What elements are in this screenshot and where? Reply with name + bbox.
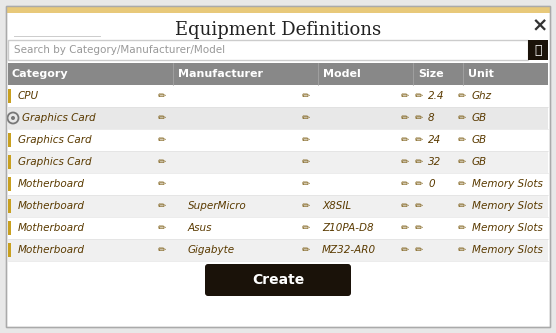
Text: 8: 8	[428, 113, 435, 123]
Text: ✏: ✏	[158, 245, 166, 255]
Text: ✏: ✏	[302, 179, 310, 189]
Text: ✏: ✏	[401, 135, 409, 145]
Bar	[8, 63, 548, 85]
Bar	[8, 129, 548, 151]
Text: Motherboard: Motherboard	[18, 179, 85, 189]
Text: Motherboard: Motherboard	[18, 223, 85, 233]
Text: ✏: ✏	[302, 91, 310, 101]
Text: X8SIL: X8SIL	[322, 201, 351, 211]
Bar	[6, 6, 550, 13]
Text: ✏: ✏	[458, 201, 466, 211]
Text: Memory Slots: Memory Slots	[472, 201, 543, 211]
Text: Motherboard: Motherboard	[18, 201, 85, 211]
Text: ✏: ✏	[458, 157, 466, 167]
Text: ✏: ✏	[158, 201, 166, 211]
Bar	[8, 195, 548, 217]
Text: ✏: ✏	[401, 157, 409, 167]
Bar	[8, 155, 11, 169]
Text: 2.4: 2.4	[428, 91, 444, 101]
Bar	[8, 151, 548, 173]
Text: Size: Size	[418, 69, 444, 79]
Bar	[8, 239, 548, 261]
Bar	[8, 40, 528, 60]
Text: ✏: ✏	[302, 113, 310, 123]
Bar	[8, 221, 11, 235]
Text: ✏: ✏	[415, 179, 423, 189]
Bar	[8, 89, 11, 103]
Bar	[528, 40, 548, 60]
Text: ✏: ✏	[302, 245, 310, 255]
Text: Unit: Unit	[468, 69, 494, 79]
Text: ✏: ✏	[401, 113, 409, 123]
Text: ✏: ✏	[458, 245, 466, 255]
Text: GB: GB	[472, 157, 487, 167]
Text: GB: GB	[472, 135, 487, 145]
Text: Search by Category/Manufacturer/Model: Search by Category/Manufacturer/Model	[14, 45, 225, 55]
Text: Z10PA-D8: Z10PA-D8	[322, 223, 374, 233]
Text: 32: 32	[428, 157, 441, 167]
Text: ✏: ✏	[458, 179, 466, 189]
Text: ✏: ✏	[302, 201, 310, 211]
Text: ✏: ✏	[415, 223, 423, 233]
Text: ✏: ✏	[158, 223, 166, 233]
Text: ✏: ✏	[401, 91, 409, 101]
Bar	[8, 107, 548, 129]
Text: ✏: ✏	[415, 113, 423, 123]
Text: ✏: ✏	[401, 179, 409, 189]
Text: ✏: ✏	[401, 245, 409, 255]
Text: ✏: ✏	[158, 135, 166, 145]
Text: ✏: ✏	[458, 91, 466, 101]
Bar	[8, 177, 11, 191]
Text: ✏: ✏	[302, 135, 310, 145]
Text: ⌕: ⌕	[534, 44, 542, 57]
Text: Motherboard: Motherboard	[18, 245, 85, 255]
Text: ✏: ✏	[158, 157, 166, 167]
Circle shape	[11, 116, 15, 120]
Bar	[8, 173, 548, 195]
Text: ✏: ✏	[158, 91, 166, 101]
Bar	[8, 199, 11, 213]
Text: ✏: ✏	[401, 223, 409, 233]
Text: ✏: ✏	[458, 113, 466, 123]
Text: CPU: CPU	[18, 91, 39, 101]
Text: Memory Slots: Memory Slots	[472, 245, 543, 255]
Text: ✏: ✏	[415, 157, 423, 167]
Text: ✏: ✏	[415, 91, 423, 101]
Bar	[8, 243, 11, 257]
Text: Ghz: Ghz	[472, 91, 492, 101]
Text: ✏: ✏	[415, 245, 423, 255]
Text: Graphics Card: Graphics Card	[22, 113, 96, 123]
Text: ✏: ✏	[158, 179, 166, 189]
Text: ✏: ✏	[302, 223, 310, 233]
Text: ✏: ✏	[458, 135, 466, 145]
Text: Manufacturer: Manufacturer	[178, 69, 263, 79]
Bar	[8, 85, 548, 107]
Text: ✏: ✏	[302, 157, 310, 167]
Text: Asus: Asus	[188, 223, 212, 233]
Text: Graphics Card: Graphics Card	[18, 157, 92, 167]
Text: ✏: ✏	[458, 223, 466, 233]
Text: 24: 24	[428, 135, 441, 145]
Text: Gigabyte: Gigabyte	[188, 245, 235, 255]
Text: Memory Slots: Memory Slots	[472, 179, 543, 189]
FancyBboxPatch shape	[205, 264, 351, 296]
Text: 0: 0	[428, 179, 435, 189]
Text: Memory Slots: Memory Slots	[472, 223, 543, 233]
Text: ×: ×	[532, 17, 548, 36]
Text: ✏: ✏	[415, 201, 423, 211]
Text: Graphics Card: Graphics Card	[18, 135, 92, 145]
Text: ✏: ✏	[415, 135, 423, 145]
Text: ✏: ✏	[401, 201, 409, 211]
Text: GB: GB	[472, 113, 487, 123]
Text: Create: Create	[252, 273, 304, 287]
Bar	[8, 133, 11, 147]
Text: ✏: ✏	[158, 113, 166, 123]
Text: Equipment Definitions: Equipment Definitions	[175, 21, 381, 39]
Text: SuperMicro: SuperMicro	[188, 201, 247, 211]
Text: Model: Model	[323, 69, 361, 79]
Text: MZ32-AR0: MZ32-AR0	[322, 245, 376, 255]
Bar	[8, 217, 548, 239]
Text: Category: Category	[12, 69, 68, 79]
